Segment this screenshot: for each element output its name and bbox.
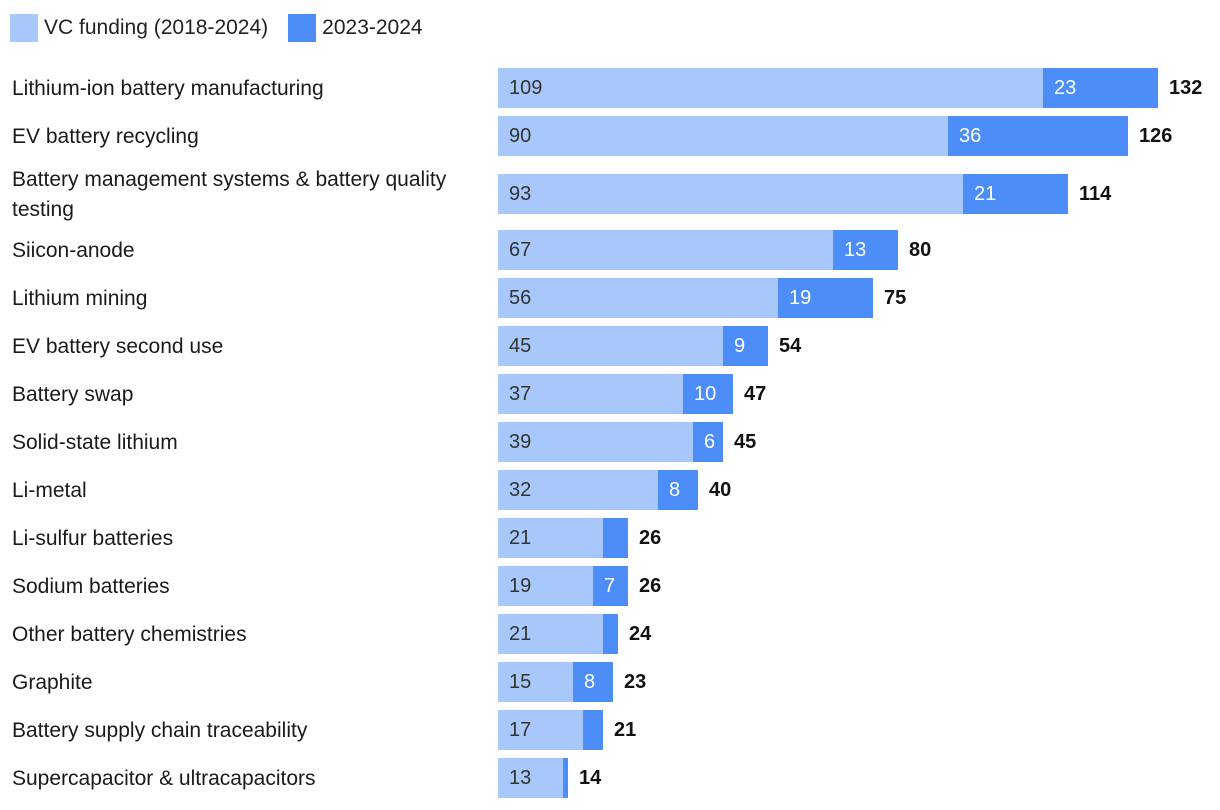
bar-value-label-vc-funding: 15 bbox=[509, 671, 531, 693]
category-label: Siicon-anode bbox=[12, 239, 135, 262]
bar-2023-2024 bbox=[573, 662, 613, 702]
bar-value-label-vc-funding: 109 bbox=[509, 77, 542, 99]
legend-item-2023-2024: 2023-2024 bbox=[288, 14, 423, 42]
bar-vc-funding bbox=[498, 710, 583, 750]
bar-total-label: 80 bbox=[909, 239, 931, 261]
category-label: Li-sulfur batteries bbox=[12, 527, 173, 550]
bar-2023-2024 bbox=[563, 758, 568, 798]
category-label: Other battery chemistries bbox=[12, 623, 247, 646]
bar-value-label-2023-2024: 10 bbox=[694, 383, 716, 405]
bar-vc-funding bbox=[498, 662, 573, 702]
legend-item-vc-funding: VC funding (2018-2024) bbox=[10, 14, 268, 42]
bar-vc-funding bbox=[498, 230, 833, 270]
bar-total-label: 40 bbox=[709, 479, 731, 501]
category-label: Li-metal bbox=[12, 479, 87, 502]
bar-value-label-vc-funding: 45 bbox=[509, 335, 531, 357]
category-label: Graphite bbox=[12, 671, 93, 694]
bar-total-label: 47 bbox=[744, 383, 766, 405]
bar-total-label: 126 bbox=[1139, 125, 1172, 147]
legend-swatch-vc-funding bbox=[10, 14, 38, 42]
bar-2023-2024 bbox=[1043, 68, 1158, 108]
bar-value-label-vc-funding: 93 bbox=[509, 183, 531, 205]
bar-total-label: 23 bbox=[624, 671, 646, 693]
bar-2023-2024 bbox=[948, 116, 1128, 156]
bar-total-label: 132 bbox=[1169, 77, 1202, 99]
bar-vc-funding bbox=[498, 758, 563, 798]
bar-vc-funding bbox=[498, 566, 593, 606]
legend-label-2023-2024: 2023-2024 bbox=[322, 16, 423, 39]
bar-vc-funding bbox=[498, 470, 658, 510]
bar-total-label: 54 bbox=[779, 335, 802, 357]
category-label: Battery supply chain traceability bbox=[12, 719, 308, 742]
bar-value-label-2023-2024: 8 bbox=[584, 671, 595, 693]
category-label: Lithium mining bbox=[12, 287, 147, 310]
bar-vc-funding bbox=[498, 68, 1043, 108]
bar-2023-2024 bbox=[593, 566, 628, 606]
category-label: Supercapacitor & ultracapacitors bbox=[12, 767, 316, 790]
bar-value-label-2023-2024: 23 bbox=[1054, 77, 1076, 99]
bar-value-label-2023-2024: 36 bbox=[959, 125, 981, 147]
category-label: EV battery second use bbox=[12, 335, 223, 358]
bar-2023-2024 bbox=[723, 326, 768, 366]
bar-value-label-vc-funding: 67 bbox=[509, 239, 531, 261]
bar-vc-funding bbox=[498, 116, 948, 156]
bar-total-label: 24 bbox=[629, 623, 652, 645]
bar-value-label-vc-funding: 56 bbox=[509, 287, 531, 309]
bar-2023-2024 bbox=[778, 278, 873, 318]
bar-value-label-vc-funding: 90 bbox=[509, 125, 531, 147]
bar-vc-funding bbox=[498, 278, 778, 318]
bar-value-label-2023-2024: 13 bbox=[844, 239, 866, 261]
category-label: EV battery recycling bbox=[12, 125, 199, 148]
bar-value-label-2023-2024: 6 bbox=[704, 431, 715, 453]
bar-total-label: 26 bbox=[639, 527, 661, 549]
bar-total-label: 26 bbox=[639, 575, 661, 597]
bar-total-label: 75 bbox=[884, 287, 906, 309]
bar-value-label-vc-funding: 32 bbox=[509, 479, 531, 501]
bar-2023-2024 bbox=[683, 374, 733, 414]
bar-2023-2024 bbox=[693, 422, 723, 462]
bar-total-label: 14 bbox=[579, 767, 602, 789]
bar-value-label-vc-funding: 39 bbox=[509, 431, 531, 453]
bar-2023-2024 bbox=[603, 614, 618, 654]
bar-vc-funding bbox=[498, 174, 963, 214]
bar-total-label: 45 bbox=[734, 431, 756, 453]
bar-2023-2024 bbox=[583, 710, 603, 750]
bar-value-label-vc-funding: 17 bbox=[509, 719, 531, 741]
bar-value-label-vc-funding: 21 bbox=[509, 527, 531, 549]
bar-vc-funding bbox=[498, 614, 603, 654]
bar-value-label-2023-2024: 9 bbox=[734, 335, 745, 357]
legend-label-vc-funding: VC funding (2018-2024) bbox=[44, 16, 269, 39]
bar-value-label-2023-2024: 21 bbox=[974, 183, 996, 205]
bar-vc-funding bbox=[498, 374, 683, 414]
bar-2023-2024 bbox=[603, 518, 628, 558]
bar-value-label-2023-2024: 8 bbox=[669, 479, 680, 501]
category-label: Sodium batteries bbox=[12, 575, 170, 598]
bar-vc-funding bbox=[498, 326, 723, 366]
bar-2023-2024 bbox=[963, 174, 1068, 214]
bar-value-label-vc-funding: 37 bbox=[509, 383, 531, 405]
bar-2023-2024 bbox=[833, 230, 898, 270]
bar-value-label-2023-2024: 19 bbox=[789, 287, 811, 309]
category-label: Solid-state lithium bbox=[12, 431, 178, 454]
bar-vc-funding bbox=[498, 422, 693, 462]
bar-value-label-vc-funding: 13 bbox=[509, 767, 531, 789]
legend-swatch-2023-2024 bbox=[288, 14, 317, 42]
bar-total-label: 21 bbox=[614, 719, 636, 741]
bar-value-label-2023-2024: 7 bbox=[604, 575, 615, 597]
category-label: Battery swap bbox=[12, 383, 133, 406]
legend: VC funding (2018-2024) 2023-2024 bbox=[10, 14, 443, 42]
bar-vc-funding bbox=[498, 518, 603, 558]
bar-value-label-vc-funding: 19 bbox=[509, 575, 531, 597]
category-label: Lithium-ion battery manufacturing bbox=[12, 77, 324, 100]
bar-2023-2024 bbox=[658, 470, 698, 510]
bar-value-label-vc-funding: 21 bbox=[509, 623, 531, 645]
bar-total-label: 114 bbox=[1079, 183, 1112, 205]
category-label: Battery management systems & battery qua… bbox=[12, 168, 447, 221]
